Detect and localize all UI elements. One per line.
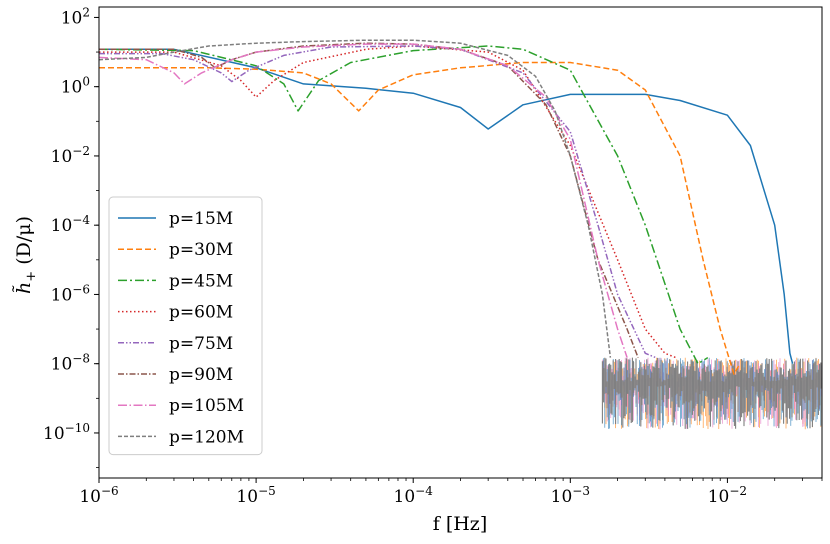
- legend-label-3: p=45M: [169, 271, 233, 291]
- svg-text:h̃+ (D/μ): h̃+ (D/μ): [12, 216, 39, 294]
- legend-label-8: p=120M: [169, 427, 244, 447]
- y-axis-label-main: h̃: [12, 282, 35, 294]
- legend-label-2: p=30M: [169, 240, 233, 260]
- x-axis-label: f [Hz]: [433, 513, 487, 535]
- axes-layer: 10−6 10−5 10−4 10−3 10−2 102 100 10−2 10−4 10−6 10…: [43, 5, 823, 507]
- legend-label-5: p=75M: [169, 334, 233, 354]
- x-tick-label-3: 10−4: [394, 484, 434, 507]
- y-tick-label-3: 10−2: [51, 144, 90, 167]
- legend-label-6: p=90M: [169, 365, 233, 385]
- legend: p=15M p=30M p=45M p=60M p=75M p=90M p=105M p=12…: [108, 196, 263, 456]
- legend-label-7: p=105M: [169, 396, 244, 416]
- y-axis-label-rest: (D/μ): [13, 216, 35, 271]
- y-axis-label: h̃+ (D/μ): [12, 216, 39, 294]
- x-tick-label-4: 10−3: [551, 484, 590, 507]
- y-tick-label-4: 10−4: [51, 213, 91, 236]
- noise-floor-3: [601, 357, 822, 429]
- y-axis-label-sub: +: [24, 271, 39, 282]
- x-tick-label-5: 10−2: [708, 484, 747, 507]
- x-tick-label-2: 10−5: [236, 484, 275, 507]
- legend-label-4: p=60M: [169, 303, 233, 323]
- series-line-4: [99, 45, 677, 359]
- series-line-1: [99, 48, 794, 364]
- y-tick-label-5: 10−6: [51, 282, 90, 305]
- series-line-7: [99, 43, 628, 358]
- y-tick-label-6: 10−8: [51, 352, 90, 375]
- series-line-8: [99, 39, 612, 358]
- series-line-5: [99, 45, 657, 359]
- y-tick-label-1: 102: [61, 5, 90, 28]
- legend-label-1: p=15M: [169, 209, 233, 229]
- legend-box: [108, 196, 263, 456]
- series-line-6: [99, 42, 639, 358]
- y-tick-label-2: 100: [61, 75, 90, 98]
- series-layer: [99, 39, 822, 430]
- y-tick-label-7: 10−10: [43, 421, 90, 444]
- series-line-2: [99, 61, 741, 375]
- x-tick-label-1: 10−6: [79, 484, 118, 507]
